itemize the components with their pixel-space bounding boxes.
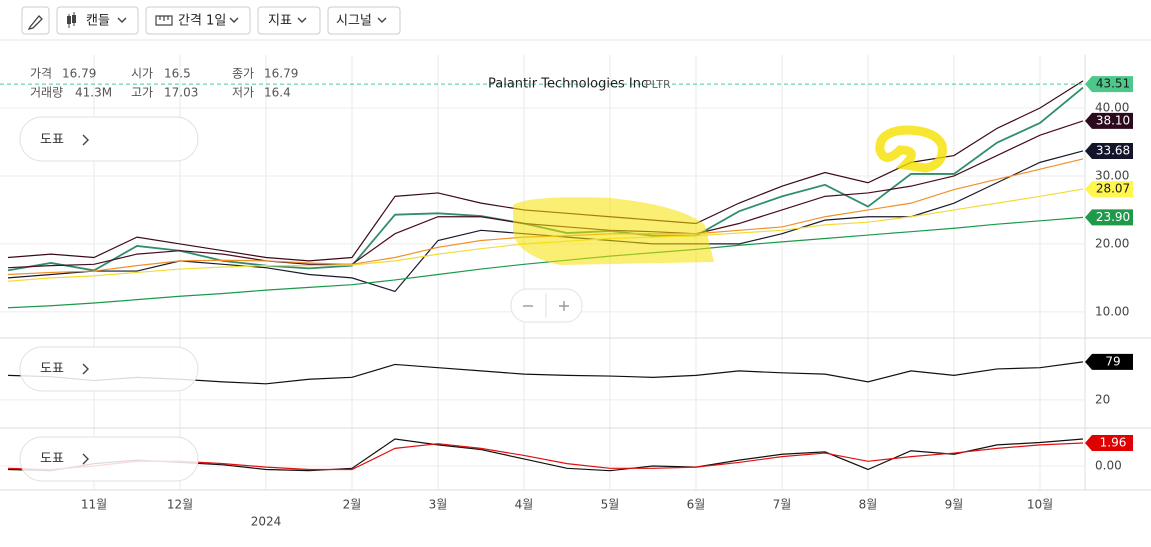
x-tick-label: 5월 xyxy=(601,498,620,512)
interval-button[interactable] xyxy=(145,6,251,35)
highlight xyxy=(875,125,947,173)
y-tick-label: 0.00 xyxy=(1095,458,1122,472)
chevron xyxy=(297,17,307,23)
price-badge-label: 33.68 xyxy=(1096,143,1130,157)
panel-button-label: 도표 xyxy=(40,452,64,467)
x-tick-label: 10월 xyxy=(1027,498,1053,512)
y-tick-label: 20 xyxy=(1095,392,1110,406)
panel-button-label: 도표 xyxy=(40,362,64,377)
candle-icon xyxy=(67,16,71,24)
chevron xyxy=(82,363,89,375)
series-line xyxy=(7,216,1084,309)
chart-title: Palantir Technologies Inc xyxy=(488,77,648,92)
price-badge xyxy=(1085,435,1133,452)
toolbar-label: 지표 xyxy=(268,14,292,29)
info-value: 16.5 xyxy=(164,67,191,81)
price-badge-label: 1.96 xyxy=(1100,436,1127,450)
info-label: 거래량 xyxy=(30,86,63,100)
x-tick-label: 8월 xyxy=(859,498,878,512)
chevron xyxy=(82,134,89,146)
y-tick-label: 10.00 xyxy=(1095,304,1129,318)
info-label: 저가 xyxy=(232,86,254,100)
price-badge xyxy=(1085,209,1133,226)
x-tick-label: 12월 xyxy=(167,498,193,512)
chevron xyxy=(117,17,127,23)
price-badge-label: 38.10 xyxy=(1096,113,1130,127)
x-tick-label: 11월 xyxy=(81,498,107,512)
toolbar-label: 시그널 xyxy=(336,14,372,29)
info-label: 고가 xyxy=(131,86,153,100)
x-tick-label: 4월 xyxy=(515,498,534,512)
y-tick-label: 40.00 xyxy=(1095,101,1129,115)
x-tick-label: 9월 xyxy=(945,498,964,512)
ruler-icon xyxy=(155,15,173,26)
price-badge-label: 79 xyxy=(1105,354,1120,368)
info-value: 16.79 xyxy=(62,67,96,81)
x-tick-label: 7월 xyxy=(773,498,792,512)
x-tick-label: 3월 xyxy=(429,498,448,512)
x-tick-label: 2024 xyxy=(251,515,282,529)
panel-button[interactable] xyxy=(19,346,199,392)
price-badge xyxy=(1085,112,1133,129)
x-tick-label: 2월 xyxy=(343,498,362,512)
candle-icon xyxy=(72,15,76,23)
toolbar-label: 캔들 xyxy=(86,14,110,29)
panel-button[interactable] xyxy=(19,116,199,162)
price-badge-label: 28.07 xyxy=(1096,182,1130,196)
price-badge xyxy=(1085,76,1133,93)
chevron xyxy=(377,17,387,23)
info-value: 41.3M xyxy=(75,86,112,100)
toolbar-label: 간격 1일 xyxy=(178,14,226,29)
indicator-button[interactable] xyxy=(257,6,321,35)
price-badge xyxy=(1085,142,1133,159)
info-value: 16.4 xyxy=(264,86,291,100)
price-badge xyxy=(1085,353,1133,370)
y-tick-label: 20.00 xyxy=(1095,236,1129,250)
price-badge xyxy=(1085,181,1133,198)
info-label: 시가 xyxy=(131,67,153,81)
x-tick-label: 6월 xyxy=(687,498,706,512)
chevron xyxy=(229,17,239,23)
panel-button[interactable] xyxy=(19,436,199,482)
price-badge-label: 43.51 xyxy=(1096,77,1130,91)
highlight xyxy=(513,197,714,265)
info-value: 17.03 xyxy=(164,86,198,100)
candle-button[interactable] xyxy=(56,6,139,35)
chevron xyxy=(82,453,89,465)
pencil-icon xyxy=(27,15,43,30)
ticker: PLTR xyxy=(645,78,671,91)
panel-button-label: 도표 xyxy=(40,133,64,148)
info-label: 가격 xyxy=(30,67,52,81)
signal-button[interactable] xyxy=(327,6,401,35)
price-badge-label: 23.90 xyxy=(1096,210,1130,224)
y-tick-label: 30.00 xyxy=(1095,168,1129,182)
info-label: 종가 xyxy=(232,67,254,81)
info-value: 16.79 xyxy=(264,67,298,81)
zoom-in[interactable] xyxy=(559,301,569,311)
